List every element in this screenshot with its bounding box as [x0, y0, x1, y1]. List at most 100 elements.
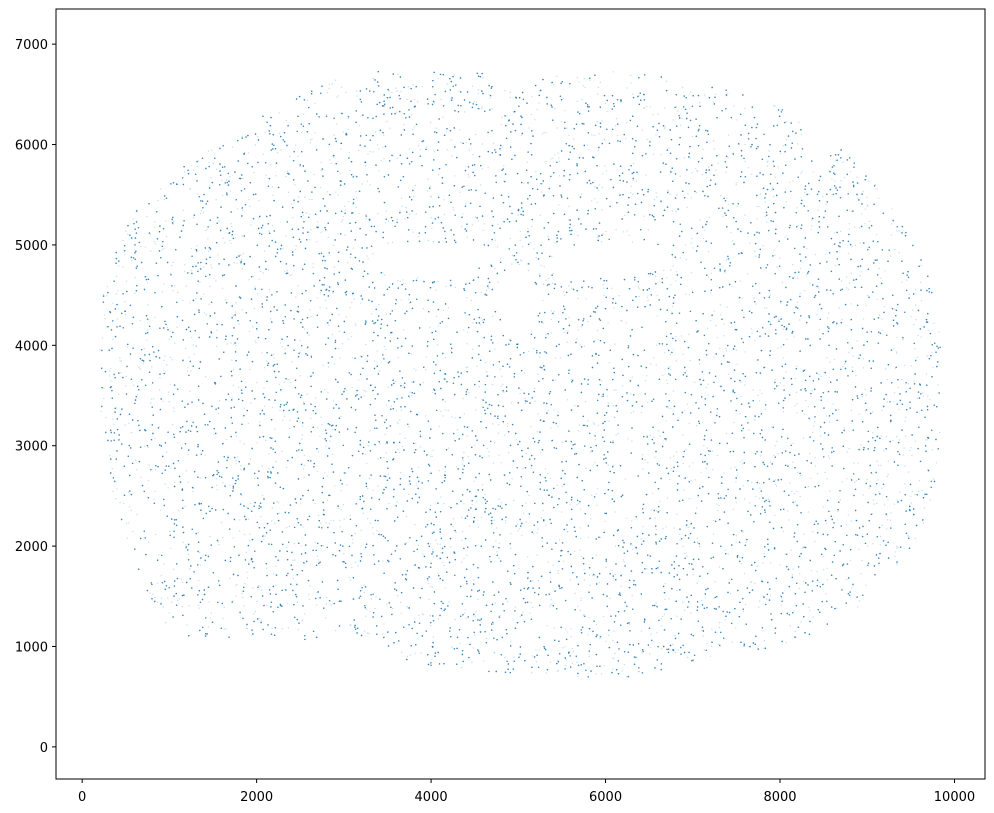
- scatter-point: [462, 459, 464, 461]
- scatter-point: [160, 602, 162, 604]
- scatter-point: [847, 288, 850, 291]
- scatter-point: [486, 447, 488, 450]
- scatter-point: [587, 634, 589, 636]
- scatter-point: [239, 254, 241, 256]
- scatter-point: [160, 597, 163, 599]
- scatter-point: [370, 313, 373, 315]
- scatter-point: [494, 348, 496, 350]
- scatter-point: [567, 530, 569, 533]
- scatter-point: [550, 599, 553, 601]
- scatter-point: [547, 473, 549, 475]
- scatter-point: [103, 314, 106, 316]
- scatter-point: [437, 77, 439, 80]
- scatter-point: [689, 524, 691, 526]
- scatter-point: [513, 656, 515, 658]
- scatter-point: [707, 250, 710, 253]
- scatter-point: [479, 324, 482, 326]
- scatter-point: [856, 340, 858, 342]
- scatter-point: [230, 242, 232, 245]
- scatter-point: [886, 379, 888, 381]
- scatter-point: [890, 512, 892, 514]
- scatter-point: [383, 345, 386, 348]
- scatter-point: [263, 538, 265, 541]
- scatter-point: [418, 614, 420, 616]
- scatter-point: [896, 547, 898, 549]
- scatter-point: [355, 121, 357, 124]
- scatter-point: [392, 155, 394, 157]
- scatter-point: [249, 502, 252, 505]
- scatter-point: [208, 161, 210, 163]
- scatter-point: [621, 670, 623, 672]
- scatter-point: [652, 153, 655, 155]
- scatter-point: [187, 481, 189, 484]
- scatter-point: [588, 655, 590, 658]
- scatter-point: [663, 629, 665, 632]
- scatter-point: [860, 573, 862, 575]
- scatter-point: [659, 509, 661, 511]
- scatter-point: [369, 184, 371, 186]
- scatter-point: [791, 574, 794, 576]
- scatter-point: [303, 464, 306, 467]
- scatter-point: [505, 522, 507, 524]
- scatter-point: [557, 411, 559, 413]
- scatter-point: [247, 518, 250, 520]
- scatter-point: [661, 625, 663, 627]
- scatter-point: [409, 654, 412, 656]
- scatter-point: [232, 537, 234, 539]
- scatter-point: [603, 665, 605, 667]
- scatter-point: [157, 601, 159, 603]
- scatter-point: [846, 578, 848, 581]
- scatter-point: [600, 380, 603, 382]
- scatter-point: [436, 543, 439, 545]
- scatter-point: [120, 372, 122, 374]
- scatter-point: [653, 198, 655, 201]
- scatter-point: [444, 401, 446, 403]
- scatter-point: [802, 580, 805, 583]
- scatter-point: [185, 285, 188, 287]
- scatter-point: [384, 348, 387, 350]
- scatter-point: [425, 415, 427, 417]
- scatter-point: [637, 384, 639, 386]
- scatter-point: [647, 229, 650, 231]
- scatter-point: [135, 398, 137, 400]
- scatter-point: [465, 141, 467, 144]
- scatter-point: [161, 249, 164, 251]
- scatter-point: [792, 277, 794, 279]
- scatter-point: [827, 317, 829, 319]
- scatter-point: [325, 522, 327, 524]
- scatter-point: [672, 265, 674, 267]
- scatter-point: [599, 81, 602, 84]
- scatter-point: [732, 508, 735, 510]
- scatter-point: [399, 472, 402, 474]
- scatter-point: [589, 584, 591, 586]
- scatter-point: [118, 393, 120, 395]
- scatter-point: [718, 622, 721, 624]
- scatter-point: [477, 92, 479, 95]
- scatter-point: [519, 392, 521, 395]
- scatter-point: [561, 441, 563, 444]
- scatter-point: [271, 507, 273, 509]
- scatter-point: [270, 318, 272, 320]
- scatter-point: [826, 567, 828, 570]
- scatter-point: [501, 375, 503, 377]
- scatter-point: [503, 180, 505, 182]
- scatter-point: [579, 537, 582, 540]
- scatter-point: [447, 409, 450, 412]
- scatter-point: [330, 162, 332, 165]
- scatter-point: [297, 155, 299, 157]
- scatter-point: [422, 381, 424, 384]
- scatter-point: [651, 568, 653, 570]
- scatter-point: [669, 366, 671, 368]
- scatter-point: [123, 254, 126, 256]
- scatter-point: [265, 439, 267, 442]
- scatter-point: [543, 131, 545, 134]
- scatter-point: [124, 314, 127, 316]
- scatter-point: [340, 86, 343, 88]
- scatter-point: [444, 409, 447, 411]
- scatter-point: [263, 250, 266, 252]
- scatter-point: [554, 107, 556, 110]
- scatter-point: [663, 128, 666, 130]
- scatter-point: [666, 148, 669, 150]
- scatter-point: [859, 242, 861, 244]
- scatter-point: [448, 447, 450, 449]
